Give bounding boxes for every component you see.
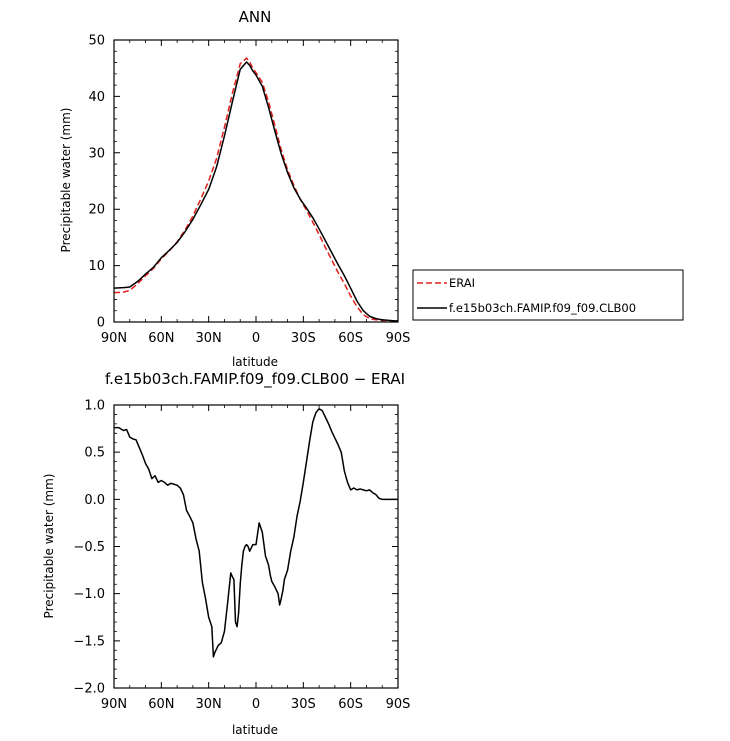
- y-tick-label: 0.5: [84, 446, 105, 461]
- y-tick-label: 30: [88, 146, 105, 161]
- top-y-axis-label: Precipitable water (mm): [59, 108, 73, 253]
- minor-ticks: [114, 40, 398, 322]
- top-x-axis-label: latitude: [232, 355, 278, 369]
- legend-label-erai: ERAI: [449, 276, 475, 290]
- x-tick-label: 30S: [291, 331, 316, 346]
- y-tick-label: −1.5: [73, 634, 105, 649]
- bottom-x-axis-label: latitude: [232, 723, 278, 737]
- y-tick-label: −2.0: [73, 682, 105, 697]
- x-tick-label: 0: [252, 697, 260, 712]
- series-line-f-e15b03ch-famip-f09-f09-clb00: [113, 61, 398, 322]
- x-tick-label: 60S: [338, 697, 363, 712]
- series-line-erai: [113, 57, 398, 323]
- legend: ERAI f.e15b03ch.FAMIP.f09_f09.CLB00: [412, 269, 684, 321]
- x-tick-label: 60N: [148, 331, 174, 346]
- bottom-series-lines: [114, 408, 398, 658]
- legend-label-model: f.e15b03ch.FAMIP.f09_f09.CLB00: [449, 301, 636, 315]
- y-tick-label: 40: [88, 90, 105, 105]
- major-ticks: [113, 39, 399, 323]
- bottom-panel-title: f.e15b03ch.FAMIP.f09_f09.CLB00 − ERAI: [105, 370, 405, 389]
- x-tick-label: 30N: [196, 697, 222, 712]
- top-plot-frame: [113, 39, 399, 323]
- top-panel: ANN 90N 60N 30N 0 30S 60S 90S 0 10 20 30 40 50 latit…: [59, 8, 410, 369]
- series-line-difference: [114, 408, 398, 658]
- x-tick-label: 0: [252, 331, 260, 346]
- x-tick-label: 30S: [291, 697, 316, 712]
- major-ticks: [113, 404, 399, 689]
- legend-box: [412, 269, 684, 321]
- bottom-axis-ticks: 90N 60N 30N 0 30S 60S 90S 1.0 0.5 0.0 −0.5 −1.0 −1.5…: [73, 399, 410, 713]
- y-tick-label: −1.0: [73, 587, 105, 602]
- y-tick-label: 50: [88, 34, 105, 49]
- x-tick-label: 90N: [101, 331, 127, 346]
- x-tick-label: 90N: [101, 697, 127, 712]
- x-tick-label: 90S: [386, 697, 411, 712]
- x-tick-label: 60N: [148, 697, 174, 712]
- minor-ticks: [114, 405, 398, 688]
- y-tick-label: 0.0: [84, 493, 105, 508]
- bottom-panel: f.e15b03ch.FAMIP.f09_f09.CLB00 − ERAI 90…: [42, 370, 410, 737]
- top-panel-title: ANN: [239, 8, 272, 26]
- top-series-lines: [113, 57, 398, 323]
- x-tick-label: 30N: [196, 331, 222, 346]
- y-tick-label: 1.0: [84, 399, 105, 414]
- top-axis-ticks: 90N 60N 30N 0 30S 60S 90S 0 10 20 30 40 50: [88, 34, 410, 347]
- bottom-y-axis-label: Precipitable water (mm): [42, 474, 56, 619]
- bottom-plot-frame: [113, 404, 399, 689]
- y-tick-label: −0.5: [73, 540, 105, 555]
- y-tick-label: 20: [88, 203, 105, 218]
- x-tick-label: 90S: [386, 331, 411, 346]
- y-tick-label: 0: [97, 316, 105, 331]
- x-tick-label: 60S: [338, 331, 363, 346]
- y-tick-label: 10: [88, 259, 105, 274]
